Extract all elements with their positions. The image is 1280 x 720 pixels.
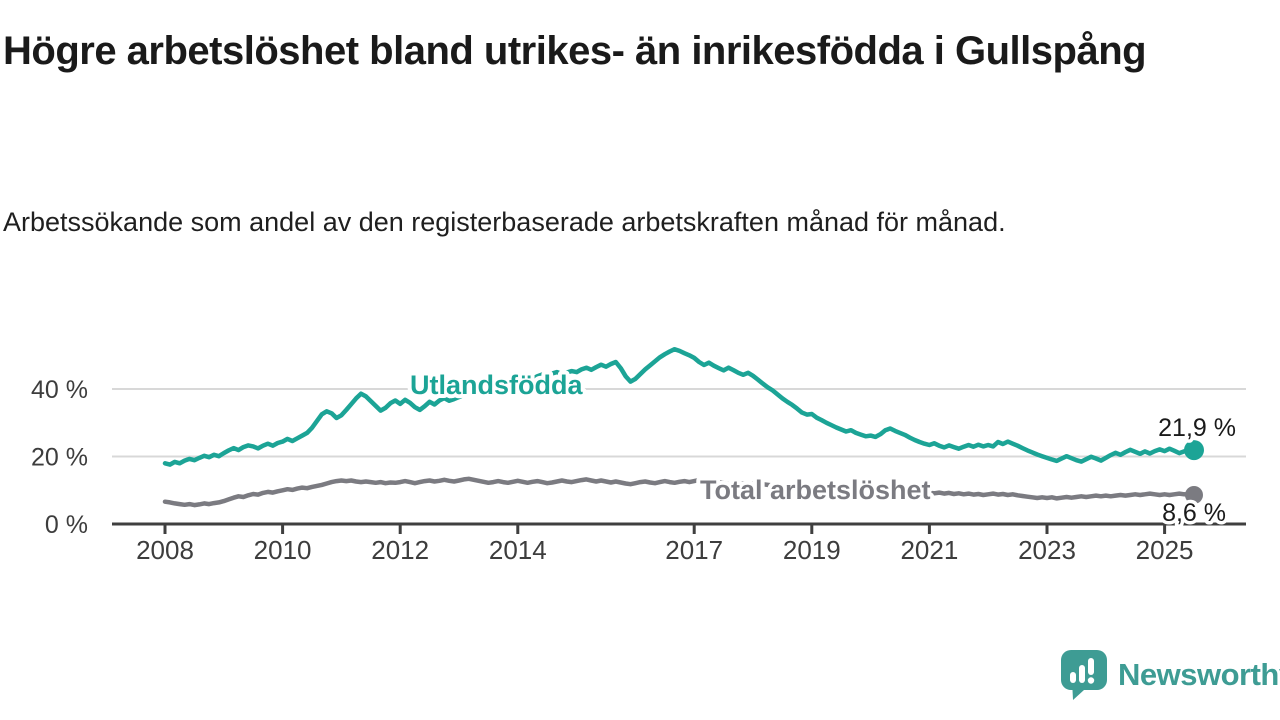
newsworthy-logo: Newsworthy: [1060, 649, 1280, 701]
series-end-value-label: 21,9 %: [1158, 414, 1236, 442]
x-axis-tick-label: 2019: [783, 535, 841, 565]
series-label-utlandsfodda: Utlandsfödda: [410, 370, 583, 400]
y-axis-tick-label: 0 %: [45, 511, 88, 539]
x-axis-tick-label: 2008: [136, 535, 194, 565]
series-label-total: Total arbetslöshet: [700, 475, 931, 505]
series-line-total: [162, 476, 1197, 508]
series-end-dot: [1185, 485, 1203, 504]
x-axis-tick-label: 2023: [1018, 535, 1076, 565]
y-axis-tick-label: 20 %: [31, 444, 88, 472]
brand-name: Newsworthy: [1118, 657, 1280, 692]
page-title: Högre arbetslöshet bland utrikes- än inr…: [3, 29, 1147, 73]
chart-subtitle: Arbetssökande som andel av den registerb…: [3, 207, 1006, 237]
newsworthy-speech-bubble-bar-chart-icon: [1061, 650, 1107, 700]
x-axis-tick-label: 2017: [665, 535, 723, 565]
x-axis-tick-label: 2012: [371, 535, 429, 565]
x-axis-tick-label: 2010: [254, 535, 312, 565]
y-axis-tick-label: 40 %: [31, 376, 88, 404]
x-axis-tick-label: 2021: [900, 535, 958, 565]
series-line-utlandsfodda: [162, 346, 1197, 467]
x-axis-tick-label: 2025: [1136, 535, 1194, 565]
series-end-value-label: 8,6 %: [1162, 499, 1226, 527]
series-end-dot: [1184, 440, 1204, 461]
x-axis-tick-label: 2014: [489, 535, 547, 565]
